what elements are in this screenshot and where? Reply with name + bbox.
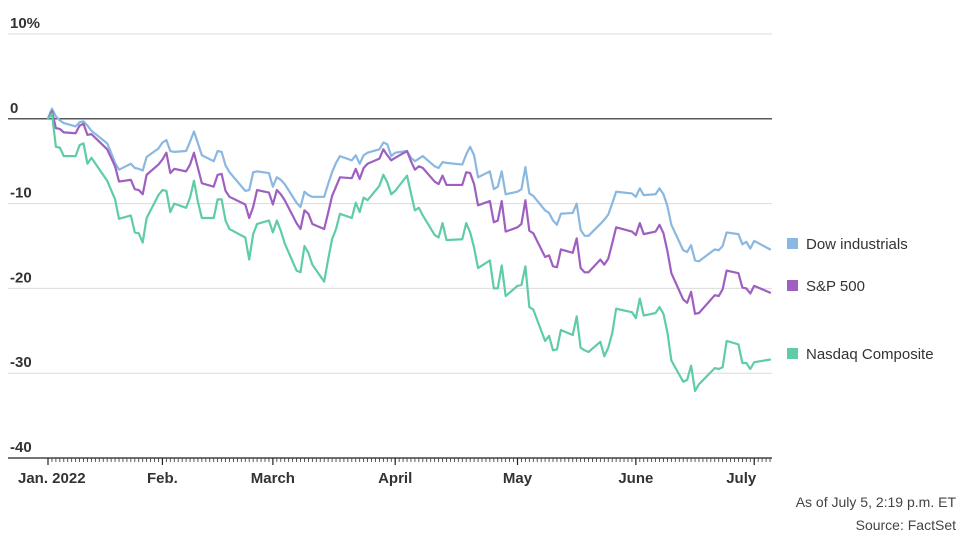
y-tick-label: -20 — [10, 269, 32, 286]
series-line-s-p-500 — [46, 110, 772, 315]
y-tick-label: -10 — [10, 185, 32, 202]
y-tick-label: -40 — [10, 439, 32, 456]
x-tick-label: May — [503, 470, 533, 487]
gridlines — [8, 33, 772, 374]
y-axis-ticks: 10% 0 -10 -20 -30 -40 — [10, 15, 40, 456]
x-tick-label: April — [378, 470, 412, 487]
legend-swatch — [787, 280, 798, 291]
y-tick-label: 0 — [10, 100, 18, 117]
legend-label: Dow industrials — [806, 236, 908, 253]
legend-label: Nasdaq Composite — [806, 346, 934, 363]
x-tick-label: Feb. — [147, 470, 178, 487]
x-tick-label: July — [726, 470, 757, 487]
legend-swatch — [787, 348, 798, 359]
y-tick-label: 10% — [10, 15, 40, 32]
series-line-dow-industrials — [46, 107, 772, 263]
legend-swatch — [787, 238, 798, 249]
legend-label: S&P 500 — [806, 278, 865, 295]
y-tick-label: -30 — [10, 354, 32, 371]
series-lines — [46, 107, 772, 393]
as-of-note: As of July 5, 2:19 p.m. ET — [795, 494, 956, 510]
x-tick-label: June — [618, 470, 653, 487]
source-note: Source: FactSet — [855, 517, 956, 533]
x-axis: Jan. 2022 Feb. March April May June July — [8, 457, 772, 487]
legend: Dow industrials S&P 500 Nasdaq Composite — [787, 236, 934, 363]
x-tick-label: Jan. 2022 — [18, 470, 86, 487]
series-line-nasdaq-composite — [46, 112, 772, 393]
x-tick-label: March — [251, 470, 295, 487]
